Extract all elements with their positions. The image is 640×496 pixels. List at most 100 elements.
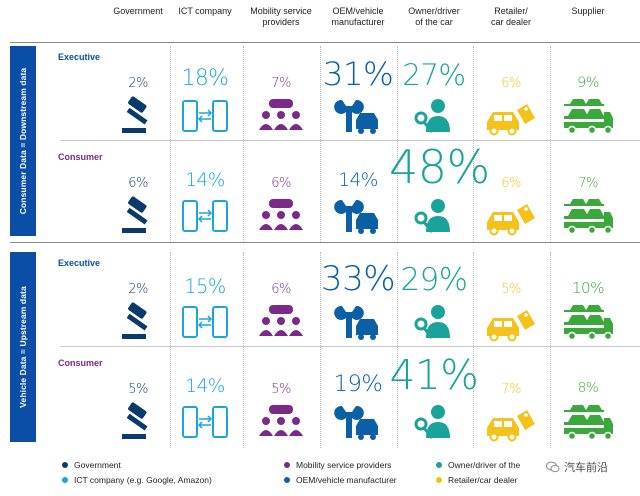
value-government: 2% [128, 76, 148, 91]
row-divider [60, 140, 640, 141]
value-retailer: 5% [501, 282, 521, 297]
column-header-line: manufacturer [331, 17, 385, 27]
column-divider [397, 46, 398, 242]
section-title: Vehicle Data = Upstream data [18, 286, 28, 408]
row-label-consumer: Consumer [58, 152, 103, 162]
value-mobility: 7% [271, 76, 291, 91]
column-divider [243, 46, 244, 242]
row-label-consumer: Consumer [58, 358, 103, 368]
row-divider [60, 346, 640, 347]
value-oem: 19% [333, 371, 383, 398]
column-header-line: ICT company [178, 6, 232, 16]
column-divider [320, 46, 321, 242]
car-transporter-icon [562, 196, 614, 236]
people-car-icon [255, 196, 307, 236]
section-divider [10, 42, 640, 43]
gavel-icon [112, 96, 164, 136]
watermark-text: 汽车前沿 [564, 462, 608, 474]
legend-dot [436, 477, 442, 483]
legend-label: Retailer/car dealer [448, 475, 518, 485]
value-supplier: 7% [578, 176, 598, 191]
column-header-label: Owner/driver of the car [408, 6, 460, 28]
car-transporter-icon [562, 302, 614, 342]
column-header-label: Government [113, 6, 163, 17]
legend-label: ICT company (e.g. Google, Amazon) [74, 475, 212, 485]
value-retailer: 7% [501, 382, 521, 397]
column-header-label: Retailer/car dealer [491, 6, 531, 28]
value-owner: 41% [389, 351, 479, 400]
car-transporter-icon [562, 402, 614, 442]
legend-dot [62, 477, 68, 483]
column-divider [243, 252, 244, 448]
wrench-car-icon [332, 402, 384, 442]
column-header-line: car dealer [490, 17, 532, 27]
phones-sync-icon [179, 302, 231, 342]
column-divider [550, 252, 551, 448]
value-oem: 31% [322, 54, 394, 93]
column-header-line: Government [113, 6, 163, 16]
watermark: 汽车前沿 [546, 459, 608, 475]
value-ict: 18% [181, 66, 229, 92]
phones-sync-icon [179, 96, 231, 136]
section-sidebar: Consumer Data = Downstream data [10, 46, 36, 236]
row-label-executive: Executive [58, 258, 101, 268]
legend-label: Owner/driver of the [448, 460, 521, 470]
car-tag-icon [485, 402, 537, 442]
column-divider [397, 252, 398, 448]
value-owner: 27% [402, 57, 466, 92]
column-divider [473, 46, 474, 242]
column-header-label: ICT company [178, 6, 231, 17]
column-header-label: Mobility service providers [250, 6, 312, 28]
column-header-line: Mobility service [250, 6, 312, 16]
value-government: 5% [128, 382, 148, 397]
section-sidebar: Vehicle Data = Upstream data [10, 252, 36, 442]
car-transporter-icon [562, 96, 614, 136]
column-header-supplier: Supplier [550, 6, 626, 42]
phones-sync-icon [179, 402, 231, 442]
value-government: 6% [128, 176, 148, 191]
value-mobility: 5% [271, 382, 291, 397]
column-header-line: Owner/driver [408, 6, 460, 16]
column-header-label: Supplier [571, 6, 604, 17]
column-header-line: Supplier [571, 6, 605, 16]
value-supplier: 9% [577, 74, 599, 91]
legend-label: Mobility service providers [296, 460, 392, 470]
legend-item: OEM/vehicle manufacturer [284, 475, 397, 485]
person-key-icon [408, 96, 460, 136]
value-oem: 14% [338, 169, 378, 191]
column-divider [320, 252, 321, 448]
people-car-icon [255, 402, 307, 442]
column-divider [170, 46, 171, 242]
column-header-owner: Owner/driver of the car [396, 6, 472, 42]
column-header-mobility: Mobility service providers [243, 6, 319, 42]
person-key-icon [408, 402, 460, 442]
legend-dot [436, 462, 442, 468]
column-header-line: OEM/vehicle [332, 6, 384, 16]
legend-dot [284, 477, 290, 483]
wrench-car-icon [332, 196, 384, 236]
column-header-label: OEM/vehicle manufacturer [331, 6, 384, 28]
column-header-line: Retailer/ [494, 6, 528, 16]
car-tag-icon [485, 302, 537, 342]
value-oem: 33% [320, 258, 396, 299]
legend-label: Government [74, 460, 121, 470]
legend-dot [62, 462, 68, 468]
value-owner: 48% [389, 140, 490, 194]
legend-item: Government [62, 460, 121, 470]
value-ict: 14% [185, 375, 225, 397]
person-key-icon [408, 302, 460, 342]
value-ict: 15% [184, 274, 226, 298]
value-mobility: 6% [271, 282, 291, 297]
value-owner: 29% [400, 262, 468, 299]
car-tag-icon [485, 196, 537, 236]
column-header-government: Government [100, 6, 176, 42]
value-supplier: 8% [577, 380, 599, 397]
value-retailer: 6% [501, 176, 521, 191]
legend-dot [284, 462, 290, 468]
column-divider [170, 252, 171, 448]
column-divider [473, 252, 474, 448]
people-car-icon [255, 96, 307, 136]
car-tag-icon [485, 96, 537, 136]
gavel-icon [112, 402, 164, 442]
section-title: Consumer Data = Downstream data [18, 67, 28, 215]
